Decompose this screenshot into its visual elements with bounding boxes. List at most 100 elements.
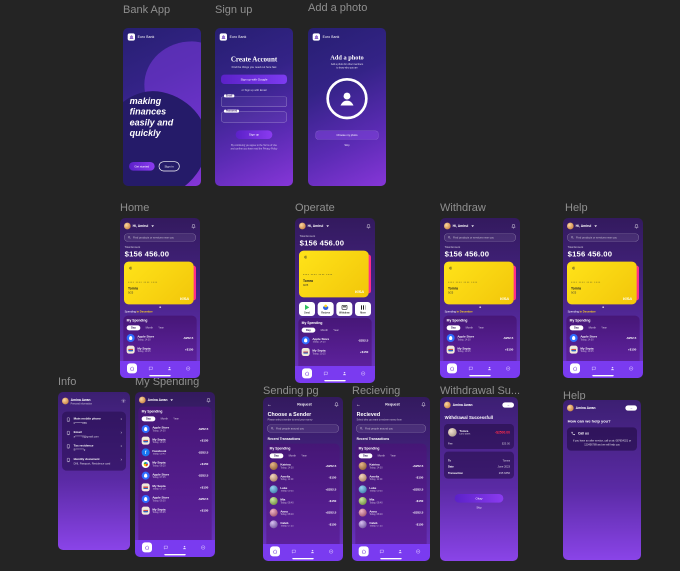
info-row[interactable]: Main mobile phone 0*******885 › [66, 417, 122, 425]
email-field[interactable]: Email [221, 94, 288, 108]
nav-home-icon[interactable] [270, 546, 281, 557]
tab-day[interactable]: Day [446, 325, 461, 331]
tab-year[interactable]: Year [390, 454, 396, 458]
transaction-row[interactable]: Apple Store Today, 14:30 -$252.5 [126, 334, 193, 343]
search-input[interactable] [453, 236, 513, 240]
tab-year[interactable]: Year [333, 328, 339, 332]
tab-month[interactable]: Month [145, 326, 153, 330]
transaction-row[interactable]: My Septa Today, 10:15 +$150 [126, 345, 193, 354]
search-bar[interactable] [356, 424, 427, 433]
nav-chat-icon[interactable] [289, 546, 299, 556]
nav-chat-icon[interactable] [321, 368, 331, 378]
nav-profile-icon[interactable] [395, 546, 405, 556]
tab-day[interactable]: Day [358, 453, 373, 459]
nav-profile-icon[interactable] [484, 363, 494, 373]
tab-month[interactable]: Month [465, 326, 473, 330]
quick-action-button[interactable]: More [355, 302, 372, 317]
transaction-row[interactable]: My Septa Today, 10:15 +$150 [141, 436, 208, 445]
transaction-row[interactable]: My Septa Today, 10:15 +$150 [301, 348, 368, 357]
tab-month[interactable]: Month [288, 454, 296, 458]
bank-card[interactable]: •••• •••• •••• •••• Tomra 9/25 VISA [299, 250, 372, 298]
chevron-down-icon[interactable] [594, 225, 597, 227]
transaction-row[interactable]: Apple Store Today, 14:30 -$252.5 [569, 334, 636, 343]
tab-day[interactable]: Day [269, 453, 284, 459]
signup-submit-button[interactable]: Sign up [235, 130, 273, 140]
nav-profile-icon[interactable] [164, 363, 174, 373]
nav-profile-icon[interactable] [307, 546, 317, 556]
transaction-row[interactable]: Facebook Today, 09:40 -$252.5 [141, 448, 208, 457]
tab-year[interactable]: Year [158, 326, 164, 330]
person-row[interactable]: Caleb Today, 07:55 -$150 [358, 520, 423, 529]
tab-day[interactable]: Day [141, 416, 156, 422]
person-row[interactable]: Caleb Today, 07:55 -$150 [269, 520, 336, 529]
nav-chat-icon[interactable] [466, 363, 476, 373]
person-row[interactable]: Mia Today, 08:40 -$150 [358, 497, 423, 506]
bell-icon[interactable] [421, 402, 426, 407]
tab-year[interactable]: Year [301, 454, 307, 458]
info-row[interactable]: Tax residence B********g › [66, 444, 122, 452]
gear-icon[interactable] [121, 398, 126, 403]
nav-menu-icon[interactable] [358, 368, 368, 378]
nav-profile-icon[interactable] [339, 368, 349, 378]
transaction-row[interactable]: My Septa Today, 08:20 +$150 [141, 460, 208, 469]
tab-year[interactable]: Year [601, 326, 607, 330]
back-icon[interactable]: ← [356, 401, 361, 408]
nav-home-icon[interactable] [142, 542, 153, 553]
nav-menu-icon[interactable] [183, 363, 193, 373]
transaction-row[interactable]: My Septa Today, 10:15 +$150 [569, 345, 636, 354]
nav-chat-icon[interactable] [161, 542, 171, 552]
person-row[interactable]: Luke Today, 09:05 +$252.5 [269, 485, 336, 494]
transaction-row[interactable]: My Septa Today, 06:05 +$150 [141, 506, 208, 515]
bell-icon[interactable] [366, 223, 371, 229]
quick-action-button[interactable]: Send [299, 302, 316, 317]
get-started-button[interactable]: Get started [129, 162, 155, 171]
transaction-row[interactable]: My Septa Today, 10:15 +$150 [446, 345, 513, 354]
bank-card[interactable]: •••• •••• •••• •••• Tomra 9/25 VISA [444, 261, 517, 305]
quick-action-button[interactable]: Recieve [317, 302, 334, 317]
tab-year[interactable]: Year [478, 326, 484, 330]
user-avatar[interactable] [444, 222, 451, 230]
skip-link[interactable]: Skip [344, 143, 350, 147]
nav-home-icon[interactable] [447, 363, 458, 374]
bell-icon[interactable] [206, 397, 211, 403]
exit-button[interactable]: → [625, 405, 638, 411]
bank-card[interactable]: •••• •••• •••• •••• Tomra 9/25 VISA [124, 261, 197, 305]
user-avatar[interactable] [567, 404, 574, 412]
info-row[interactable]: Email a*******8@gmail.com › [66, 430, 122, 438]
user-avatar[interactable] [139, 396, 146, 404]
nav-profile-icon[interactable] [607, 363, 617, 373]
chevron-down-icon[interactable] [170, 399, 174, 401]
search-bar[interactable] [267, 424, 340, 433]
skip-link[interactable]: Skip [476, 506, 482, 510]
person-row[interactable]: Katrina Today, 14:30 +$252.5 [269, 462, 336, 471]
choose-photo-button[interactable]: Choose my photo [315, 130, 379, 140]
search-bar[interactable] [444, 233, 517, 242]
nav-profile-icon[interactable] [179, 542, 189, 552]
tab-day[interactable]: Day [126, 325, 141, 331]
search-bar[interactable] [567, 233, 640, 242]
nav-home-icon[interactable] [570, 363, 581, 374]
okay-button[interactable]: Okay [454, 494, 504, 503]
chevron-down-icon[interactable] [326, 225, 329, 227]
tab-year[interactable]: Year [173, 417, 179, 421]
transaction-row[interactable]: Apple Store Today, 07:45 -$252.5 [141, 471, 208, 480]
person-row[interactable]: Amelia Today, 11:20 -$150 [358, 473, 423, 482]
bell-icon[interactable] [334, 402, 339, 407]
bank-card[interactable]: •••• •••• •••• •••• Tomra 9/25 VISA [567, 261, 640, 305]
nav-home-icon[interactable] [302, 368, 313, 379]
search-input[interactable] [276, 427, 336, 431]
transaction-row[interactable]: Apple Store Today, 06:30 -$252.5 [141, 495, 208, 504]
search-input[interactable] [576, 236, 636, 240]
user-avatar[interactable] [299, 222, 306, 230]
nav-menu-icon[interactable] [503, 363, 513, 373]
password-field[interactable]: Password [221, 109, 288, 123]
bell-icon[interactable] [634, 223, 639, 229]
nav-chat-icon[interactable] [589, 363, 599, 373]
nav-home-icon[interactable] [358, 546, 369, 557]
call-us-card[interactable]: Call us If you have an after service, ca… [567, 427, 638, 451]
tab-month[interactable]: Month [588, 326, 596, 330]
transaction-row[interactable]: My Septa Today, 07:10 +$150 [141, 483, 208, 492]
sign-in-button[interactable]: Sign in [158, 161, 180, 172]
person-row[interactable]: Anna Today, 08:10 +$252.5 [358, 508, 423, 517]
avatar-placeholder[interactable] [326, 78, 368, 120]
